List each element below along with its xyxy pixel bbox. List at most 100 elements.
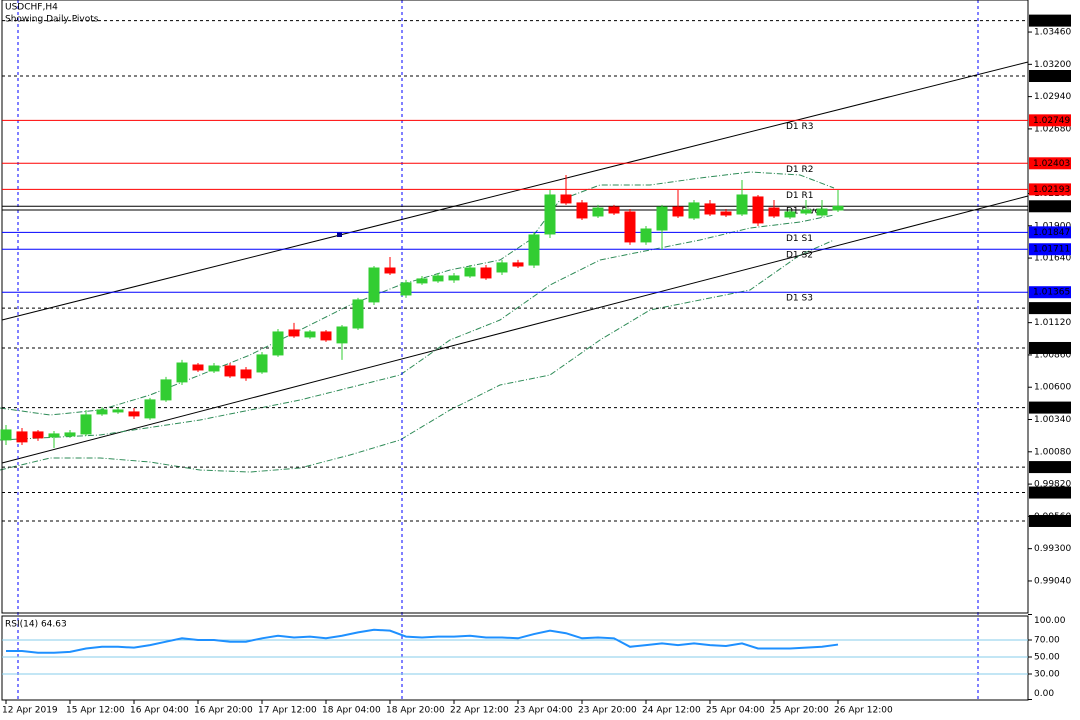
candle-body <box>544 194 556 235</box>
candle-body <box>640 228 652 243</box>
candle-body <box>464 267 476 277</box>
price-box <box>1029 70 1071 83</box>
candle-body <box>720 211 732 216</box>
price-box <box>1029 243 1071 256</box>
candle-body <box>624 211 636 243</box>
candle-body <box>560 194 572 204</box>
candle-body <box>384 267 396 274</box>
candle-body <box>592 207 604 217</box>
x-tick-label: 17 Apr 12:00 <box>258 706 317 716</box>
chart-title: USDCHF,H4 <box>5 3 58 13</box>
y-tick-label: 0.99300 <box>1034 544 1071 554</box>
y-tick-label: 100.00 <box>1034 616 1066 626</box>
candle-body <box>608 206 620 214</box>
candle-body <box>784 211 796 218</box>
y-tick-label: 0.99040 <box>1034 576 1071 586</box>
candle-body <box>704 203 716 215</box>
y-tick-label: 1.03200 <box>1034 60 1071 70</box>
level-label: D1 R2 <box>786 165 814 175</box>
candle-body <box>144 399 156 419</box>
price-box-label: 1.03106 <box>1033 72 1070 82</box>
x-tick-label: 25 Apr 04:00 <box>706 706 765 716</box>
price-box-label: 1.01847 <box>1033 228 1070 238</box>
drawings <box>0 0 1029 700</box>
x-tick-label: 23 Apr 20:00 <box>578 706 637 716</box>
price-box <box>1029 461 1071 474</box>
candle-body <box>688 202 700 219</box>
rsi-title: RSI(14) 64.63 <box>5 620 67 630</box>
candle-body <box>192 364 204 371</box>
y-tick-label: 1.01120 <box>1034 318 1071 328</box>
price-box <box>1029 157 1071 170</box>
price-box-label: 1.01711 <box>1033 245 1070 255</box>
y-tick-label: 1.00080 <box>1034 447 1071 457</box>
candle-body <box>496 262 508 273</box>
candle-body <box>64 432 76 437</box>
x-tick-label: 24 Apr 12:00 <box>642 706 701 716</box>
rsi-line <box>6 628 839 654</box>
price-box-label: 0.99957 <box>1033 463 1070 473</box>
x-tick-label: 22 Apr 12:00 <box>450 706 509 716</box>
chart-subtitle: Showing Daily Pivots <box>5 15 99 25</box>
candle-body <box>416 278 428 284</box>
price-box-label: 1.02057 <box>1033 202 1070 212</box>
price-box <box>1029 286 1071 299</box>
price-box-label: 1.00916 <box>1033 343 1070 353</box>
y-tick-label: 70.00 <box>1034 636 1060 646</box>
candle-body <box>256 354 268 373</box>
candle-body <box>112 409 124 413</box>
price-box-label: 1.02403 <box>1033 159 1070 169</box>
x-tick-label: 18 Apr 04:00 <box>322 706 381 716</box>
anchor-point <box>337 232 342 237</box>
candle-body <box>16 431 28 443</box>
candle-body <box>368 267 380 303</box>
price-box-label: 1.03552 <box>1033 16 1070 26</box>
price-box <box>1029 114 1071 127</box>
candle-body <box>128 411 140 417</box>
y-tick-label: 1.01640 <box>1034 254 1071 264</box>
price-box-label: 0.99523 <box>1033 516 1070 526</box>
candle-body <box>48 433 60 438</box>
price-box <box>1029 401 1071 414</box>
price-box-label: 1.02193 <box>1033 185 1070 195</box>
x-tick-label: 23 Apr 04:00 <box>514 706 573 716</box>
level-label: D1 R3 <box>786 122 814 132</box>
level-label: D1 S2 <box>786 251 813 261</box>
channel-upper <box>1 61 1029 321</box>
y-tick-label: 0.00 <box>1034 689 1054 699</box>
y-tick-label: 1.02680 <box>1034 124 1071 134</box>
main-frame <box>1 0 1029 614</box>
candle-body <box>432 275 444 282</box>
level-label: D1 S3 <box>786 294 813 304</box>
envelope-middle <box>0 214 835 441</box>
candle-body <box>304 331 316 338</box>
y-tick-label: 50.00 <box>1034 653 1060 663</box>
x-tick-label: 26 Apr 12:00 <box>834 706 893 716</box>
price-box <box>1029 183 1071 196</box>
candle-body <box>768 207 780 217</box>
candle-body <box>752 196 764 224</box>
candle-body <box>528 234 540 266</box>
candle-body <box>816 208 828 216</box>
y-tick-label: 1.02940 <box>1034 92 1071 102</box>
level-label: D1 S1 <box>786 234 813 244</box>
price-box <box>1029 302 1071 315</box>
x-tick-label: 16 Apr 20:00 <box>194 706 253 716</box>
price-box-label: 1.01237 <box>1033 304 1070 314</box>
y-tick-label: 1.03460 <box>1034 28 1071 38</box>
level-label: D1 R1 <box>786 191 814 201</box>
price-box <box>1029 486 1071 499</box>
price-box <box>1029 200 1071 213</box>
price-box-label: 1.01365 <box>1033 288 1070 298</box>
candle-body <box>224 365 236 377</box>
y-tick-label: 30.00 <box>1034 670 1060 680</box>
price-box-label: 1.00436 <box>1033 403 1070 413</box>
y-tick-label: 0.99820 <box>1034 480 1071 490</box>
candle-body <box>0 429 12 441</box>
x-tick-label: 18 Apr 20:00 <box>386 706 445 716</box>
y-tick-label: 1.00600 <box>1034 383 1071 393</box>
candle-body <box>672 206 684 217</box>
candle-body <box>480 267 492 279</box>
